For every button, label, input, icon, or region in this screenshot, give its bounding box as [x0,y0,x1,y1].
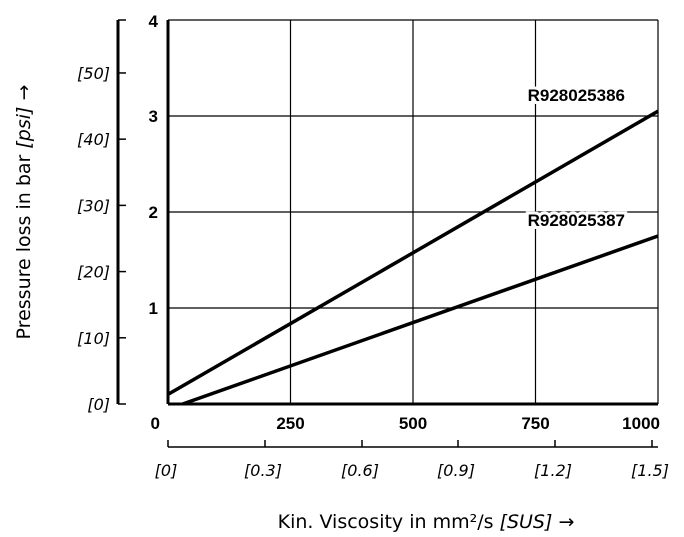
x-secondary-axis: [0] [0.3] [0.6] [0.9] [1.2] [1.5] [155,440,669,480]
y-tick-label: 1 [149,299,158,318]
x-secondary-tick-label: [0.6] [341,461,379,480]
y-secondary-tick-label: [20] [77,263,110,282]
x-secondary-tick-label: [1.2] [534,461,572,480]
x-tick-labels: 0 250 500 750 1000 [151,414,660,433]
x-secondary-tick-label: [0.3] [244,461,282,480]
series-line [182,234,659,406]
grid [168,19,659,404]
series-label: R928025386 [528,86,625,105]
x-secondary-tick-label: [0.9] [437,461,475,480]
x-tick-label: 0 [151,414,160,433]
y-secondary-tick-label: [10] [77,329,110,348]
series-group: R928025386 R928025387 [167,83,659,406]
y-tick-label: 2 [149,203,158,222]
x-axis-title-arrow: → [552,511,574,533]
y-secondary-tick-label: [40] [77,130,110,149]
x-tick-label: 250 [276,414,304,433]
y-tick-label: 4 [149,12,159,31]
y-axis-title-main: Pressure loss in bar [13,149,35,340]
x-axis-title-main: Kin. Viscosity in mm²/s [278,511,500,533]
x-axis-title: Kin. Viscosity in mm²/s [SUS] → [278,511,575,533]
y-secondary-tick-label: [30] [77,196,110,215]
x-tick-label: 750 [521,414,549,433]
series-label: R928025387 [528,211,625,230]
x-secondary-tick-label: [0] [155,461,178,480]
x-axis-title-unit: [SUS] [500,511,553,533]
y-secondary-axis: [0] [10] [20] [30] [40] [50] [77,19,126,414]
y-secondary-tick-label: [0] [87,395,110,414]
y-tick-labels: 1 2 3 4 [149,12,159,318]
y-tick-label: 3 [149,107,158,126]
y-axis-title: Pressure loss in bar [psi] → [13,85,35,340]
x-tick-label: 1000 [622,414,660,433]
plot-frame [166,20,658,406]
x-tick-label: 500 [399,414,427,433]
x-secondary-tick-label: [1.5] [631,461,669,480]
y-axis-title-unit: [psi] [13,107,35,149]
y-axis-title-arrow: → [13,85,35,107]
series-line [167,109,659,396]
y-secondary-tick-label: [50] [77,64,110,83]
